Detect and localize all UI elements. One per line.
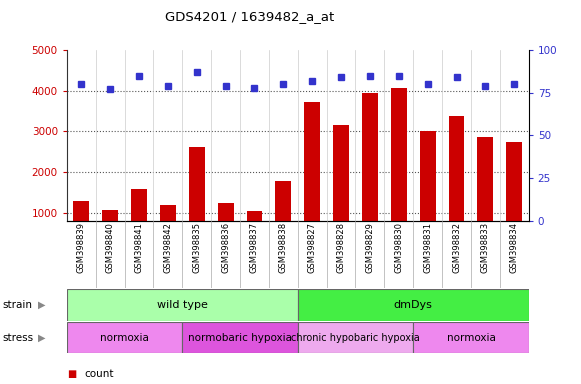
Bar bbox=[333, 125, 349, 221]
Bar bbox=[304, 102, 320, 221]
Bar bbox=[478, 137, 493, 221]
Bar bbox=[506, 142, 522, 221]
Text: ▶: ▶ bbox=[38, 333, 45, 343]
Text: dmDys: dmDys bbox=[394, 300, 433, 310]
Bar bbox=[102, 210, 118, 221]
Text: strain: strain bbox=[3, 300, 33, 310]
Bar bbox=[413, 322, 529, 353]
Bar bbox=[189, 147, 205, 221]
Bar bbox=[419, 131, 436, 221]
Text: ■: ■ bbox=[67, 369, 76, 379]
Text: normoxia: normoxia bbox=[447, 333, 496, 343]
Text: stress: stress bbox=[3, 333, 34, 343]
Bar bbox=[131, 189, 147, 221]
Text: chronic hypobaric hypoxia: chronic hypobaric hypoxia bbox=[291, 333, 420, 343]
Bar bbox=[449, 116, 464, 221]
Bar bbox=[298, 289, 529, 321]
Bar bbox=[73, 201, 89, 221]
Bar bbox=[362, 93, 378, 221]
Text: GDS4201 / 1639482_a_at: GDS4201 / 1639482_a_at bbox=[165, 10, 335, 23]
Bar bbox=[218, 203, 234, 221]
Bar bbox=[275, 181, 291, 221]
Bar bbox=[160, 205, 176, 221]
Bar bbox=[298, 322, 413, 353]
Text: count: count bbox=[84, 369, 114, 379]
Text: normoxia: normoxia bbox=[100, 333, 149, 343]
Text: wild type: wild type bbox=[157, 300, 208, 310]
Bar bbox=[246, 211, 263, 221]
Text: ▶: ▶ bbox=[38, 300, 45, 310]
Bar bbox=[67, 289, 298, 321]
Bar bbox=[391, 88, 407, 221]
Bar bbox=[182, 322, 297, 353]
Text: normobaric hypoxia: normobaric hypoxia bbox=[188, 333, 292, 343]
Bar bbox=[67, 322, 182, 353]
